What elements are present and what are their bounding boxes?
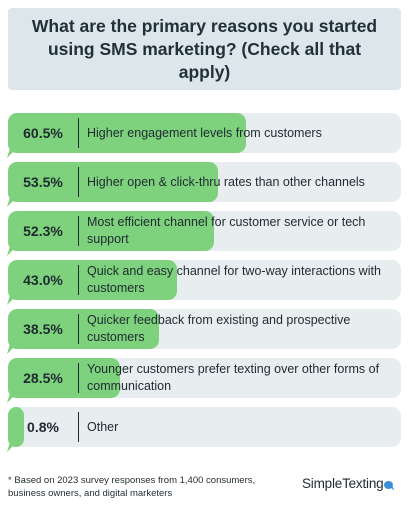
bar-tail [7, 344, 17, 354]
category-label: Most efficient channel for customer serv… [87, 215, 366, 246]
bar-tail [7, 197, 17, 207]
category-label: Higher open & click-thru rates than othe… [87, 174, 365, 189]
bar-value-label: 28.5% [23, 370, 63, 386]
category-label: Quick and easy channel for two-way inter… [87, 264, 381, 295]
bar-chart: 60.5% Higher engagement levels from custo… [7, 113, 401, 452]
bar-value-label: 53.5% [23, 174, 63, 190]
bar-divider [78, 118, 79, 148]
bar-tail [7, 246, 17, 256]
bar-row: 53.5% Higher open & click-thru rates than… [7, 162, 401, 207]
bar-value-label: 0.8% [27, 419, 59, 435]
bar-divider [78, 265, 79, 295]
bar-divider [78, 216, 79, 246]
bar [8, 162, 219, 202]
bar-tail [7, 148, 17, 158]
bar [8, 211, 214, 251]
bar [8, 309, 160, 349]
bar-value-label: 60.5% [23, 125, 63, 141]
bar-value-label: 52.3% [23, 223, 63, 239]
bar-row: 52.3% Most efficient channel for customer… [7, 211, 401, 256]
chart-title: What are the primary reasons you started… [31, 15, 378, 82]
bar-row: 28.5% Younger customers prefer texting ov… [7, 358, 401, 403]
bar-row: 60.5% Higher engagement levels from custo… [7, 113, 401, 158]
bar-row: 38.5% Quicker feedback from existing and … [7, 309, 401, 354]
bar-value-label: 38.5% [23, 321, 63, 337]
bar-divider [78, 167, 79, 197]
chart-header: What are the primary reasons you started… [8, 8, 401, 90]
bar [8, 113, 246, 153]
bar-row: 0.8% Other [7, 407, 401, 452]
bar-divider [78, 412, 79, 442]
bar-row: 43.0% Quick and easy channel for two-way … [7, 260, 401, 305]
logo-text: SimpleTexting [302, 476, 384, 491]
bar-divider [78, 314, 79, 344]
bar [8, 407, 24, 447]
category-label: Younger customers prefer texting over ot… [87, 362, 380, 393]
bar-value-label: 43.0% [23, 272, 63, 288]
category-label: Quicker feedback from existing and prosp… [87, 313, 351, 344]
category-label: Other [87, 419, 119, 434]
bar-tail [7, 442, 17, 452]
footnote: * Based on 2023 survey responses from 1,… [8, 475, 256, 499]
bar [8, 260, 177, 300]
category-label: Higher engagement levels from customers [87, 125, 322, 140]
bar [8, 358, 120, 398]
bar-tail [7, 393, 17, 403]
bar-divider [78, 363, 79, 393]
bar-tail [7, 295, 17, 305]
bar-track [8, 407, 401, 447]
simpletexting-logo: SimpleTexting [302, 476, 394, 491]
chat-bubble-icon [384, 481, 394, 489]
